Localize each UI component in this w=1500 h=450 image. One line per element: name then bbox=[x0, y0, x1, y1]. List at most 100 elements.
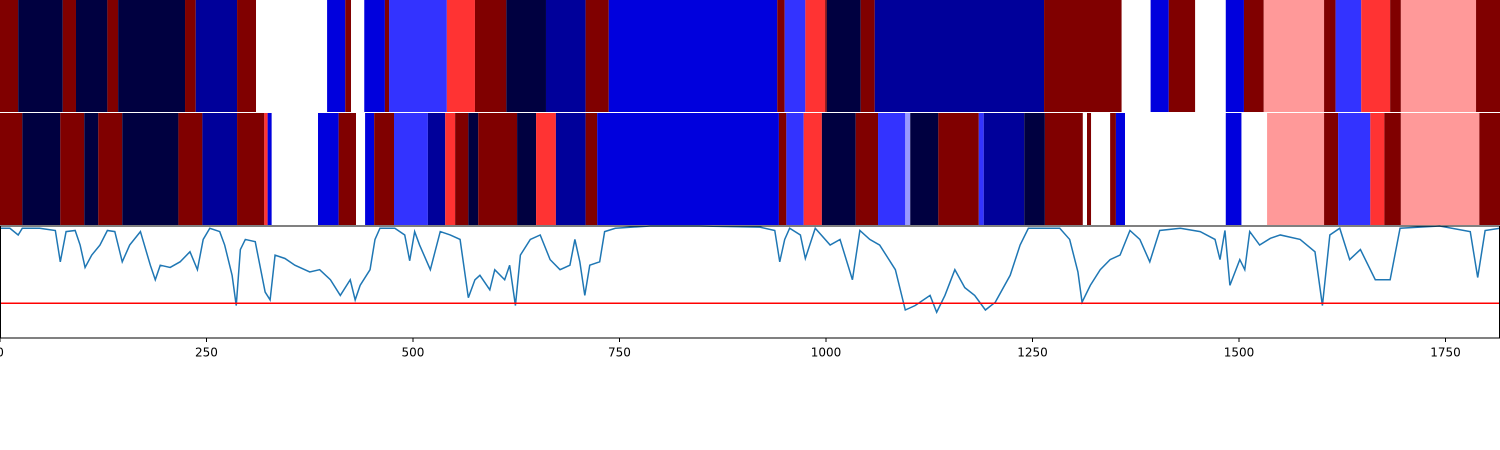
strip-segment bbox=[608, 0, 778, 112]
strip-segment bbox=[1370, 113, 1385, 225]
strip-segment bbox=[805, 0, 826, 112]
strip-segment bbox=[356, 113, 366, 225]
strip-segment bbox=[1335, 0, 1362, 112]
strip-segment bbox=[978, 113, 984, 225]
strip-segment bbox=[0, 0, 19, 112]
strip-segment bbox=[84, 113, 99, 225]
strip-segment bbox=[585, 0, 609, 112]
strip-segment bbox=[821, 113, 856, 225]
strip-segment bbox=[1044, 113, 1083, 225]
strip-segment bbox=[98, 113, 123, 225]
strip-segment bbox=[107, 0, 119, 112]
strip-segment bbox=[60, 113, 85, 225]
data-line bbox=[0, 225, 1500, 315]
strip-segment bbox=[1400, 0, 1477, 112]
strip-segment bbox=[389, 0, 447, 112]
strip-segment bbox=[1225, 0, 1244, 112]
strip-segment bbox=[318, 113, 339, 225]
strip-segment bbox=[178, 113, 203, 225]
x-tick-label: 750 bbox=[608, 346, 631, 360]
strip-segment bbox=[855, 113, 879, 225]
x-tick-label: 1250 bbox=[1017, 346, 1048, 360]
strip-segment bbox=[427, 113, 446, 225]
strip-segment bbox=[517, 113, 537, 225]
strip-segment bbox=[22, 113, 61, 225]
strip-segment bbox=[202, 113, 238, 225]
strip-segment bbox=[1267, 113, 1325, 225]
strip-segment bbox=[860, 0, 875, 112]
strip-segment bbox=[256, 0, 328, 112]
strip-segment bbox=[185, 0, 196, 112]
strip-segment bbox=[122, 113, 179, 225]
strip-segment bbox=[327, 0, 346, 112]
strip-segment bbox=[384, 0, 390, 112]
strip-segment bbox=[118, 0, 186, 112]
strip-segment bbox=[62, 0, 76, 112]
strip-segment bbox=[1338, 113, 1371, 225]
strip-segment bbox=[1082, 113, 1088, 225]
strip-segment bbox=[1115, 113, 1125, 225]
strip-segment bbox=[826, 0, 861, 112]
x-tick-label: 500 bbox=[402, 346, 425, 360]
strip-segment bbox=[1168, 0, 1196, 112]
strip-segment bbox=[267, 113, 272, 225]
strip-segment bbox=[338, 113, 357, 225]
x-tick-label: 1500 bbox=[1224, 346, 1255, 360]
strip-segment bbox=[825, 0, 827, 112]
strip-segment bbox=[803, 113, 822, 225]
strip-segment bbox=[474, 0, 507, 112]
strip-segment bbox=[264, 113, 268, 225]
strip-segment bbox=[1087, 113, 1092, 225]
strip-segment bbox=[75, 0, 108, 112]
strip-segment bbox=[1476, 0, 1500, 112]
strip-segment bbox=[18, 0, 63, 112]
strip-segment bbox=[938, 113, 979, 225]
strip-segment bbox=[1263, 0, 1325, 112]
strip-segment bbox=[545, 0, 586, 112]
strip-segment bbox=[878, 113, 906, 225]
strip-segment bbox=[1243, 0, 1264, 112]
strip-segment bbox=[468, 113, 479, 225]
strip-segment bbox=[777, 0, 785, 112]
strip-segment bbox=[445, 113, 456, 225]
strip-segment bbox=[1324, 113, 1339, 225]
strip-segment bbox=[555, 113, 586, 225]
strip-segment bbox=[345, 0, 352, 112]
strip-segment bbox=[1091, 113, 1111, 225]
strip-segment bbox=[536, 113, 556, 225]
strip-segment bbox=[1121, 0, 1151, 112]
strip-segment bbox=[1384, 113, 1401, 225]
strip-segment bbox=[874, 0, 1045, 112]
strip-segment bbox=[374, 113, 394, 225]
x-tick-label: 1750 bbox=[1430, 346, 1461, 360]
strip-segment bbox=[364, 0, 385, 112]
strip-segment bbox=[1150, 0, 1169, 112]
strip-segment bbox=[1361, 0, 1391, 112]
strip-segment bbox=[0, 113, 23, 225]
strip-segment bbox=[1324, 0, 1336, 112]
strip-segment bbox=[1125, 113, 1226, 225]
strip-segment bbox=[506, 0, 546, 112]
strip-segment bbox=[271, 113, 319, 225]
strip-segment bbox=[597, 113, 779, 225]
strip-segment bbox=[585, 113, 598, 225]
strip-segment bbox=[1400, 113, 1480, 225]
strip-segment bbox=[1225, 113, 1242, 225]
x-tick-label: 0 bbox=[0, 346, 4, 360]
strip-segment bbox=[786, 113, 804, 225]
strip-segment bbox=[351, 0, 365, 112]
strip-segment bbox=[1390, 0, 1401, 112]
strip-segment bbox=[905, 113, 911, 225]
strip-segment bbox=[237, 113, 265, 225]
strip-segment bbox=[365, 113, 375, 225]
strip-segment bbox=[1044, 0, 1122, 112]
strip-segment bbox=[478, 113, 518, 225]
strip-segment bbox=[784, 0, 806, 112]
strip-segment bbox=[393, 113, 428, 225]
strip-segment bbox=[1479, 113, 1500, 225]
strip-segment bbox=[237, 0, 257, 112]
x-tick-label: 1000 bbox=[811, 346, 842, 360]
strip-segment bbox=[778, 113, 787, 225]
strip-segment bbox=[1024, 113, 1045, 225]
